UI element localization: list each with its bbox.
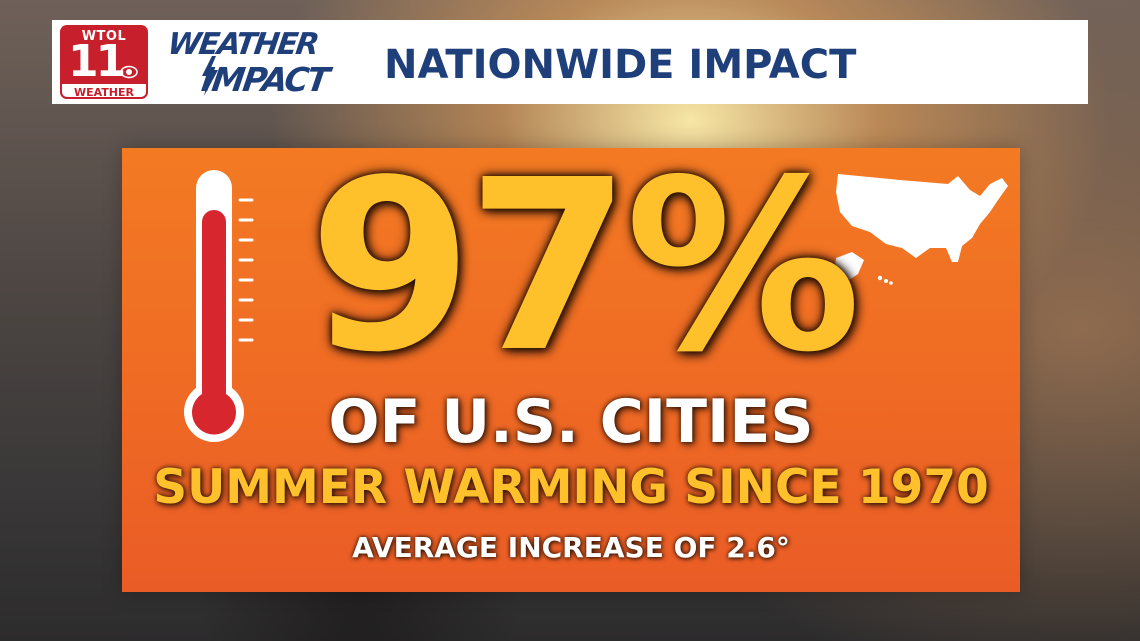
- lightning-bolt-icon: [202, 56, 218, 96]
- station-logo: WTOL 11 WEATHER: [60, 25, 148, 99]
- cities-caption: OF U.S. CITIES: [328, 387, 814, 457]
- page-title: NATIONWIDE IMPACT: [384, 42, 857, 88]
- warming-caption: SUMMER WARMING SINCE 1970: [153, 460, 989, 515]
- brand-weather: WEATHER: [165, 27, 320, 62]
- average-caption: AVERAGE INCREASE OF 2.6°: [352, 531, 790, 564]
- headline-percentage: 97%: [308, 129, 862, 404]
- logo-channel: 11: [68, 36, 126, 87]
- logo-label: WEATHER: [60, 82, 148, 99]
- stat-panel: 97% OF U.S. CITIES SUMMER WARMING SINCE …: [122, 142, 1020, 592]
- logo-station: WTOL: [81, 29, 127, 44]
- brand-impact: IMPACT: [199, 60, 331, 99]
- us-map-icon: [834, 174, 1008, 285]
- header-bar: WTOL 11 WEATHER WEATHER IMPACT NATIONWID…: [52, 20, 1088, 104]
- thermometer-icon: [184, 170, 254, 443]
- cbs-eye-icon: [120, 65, 138, 79]
